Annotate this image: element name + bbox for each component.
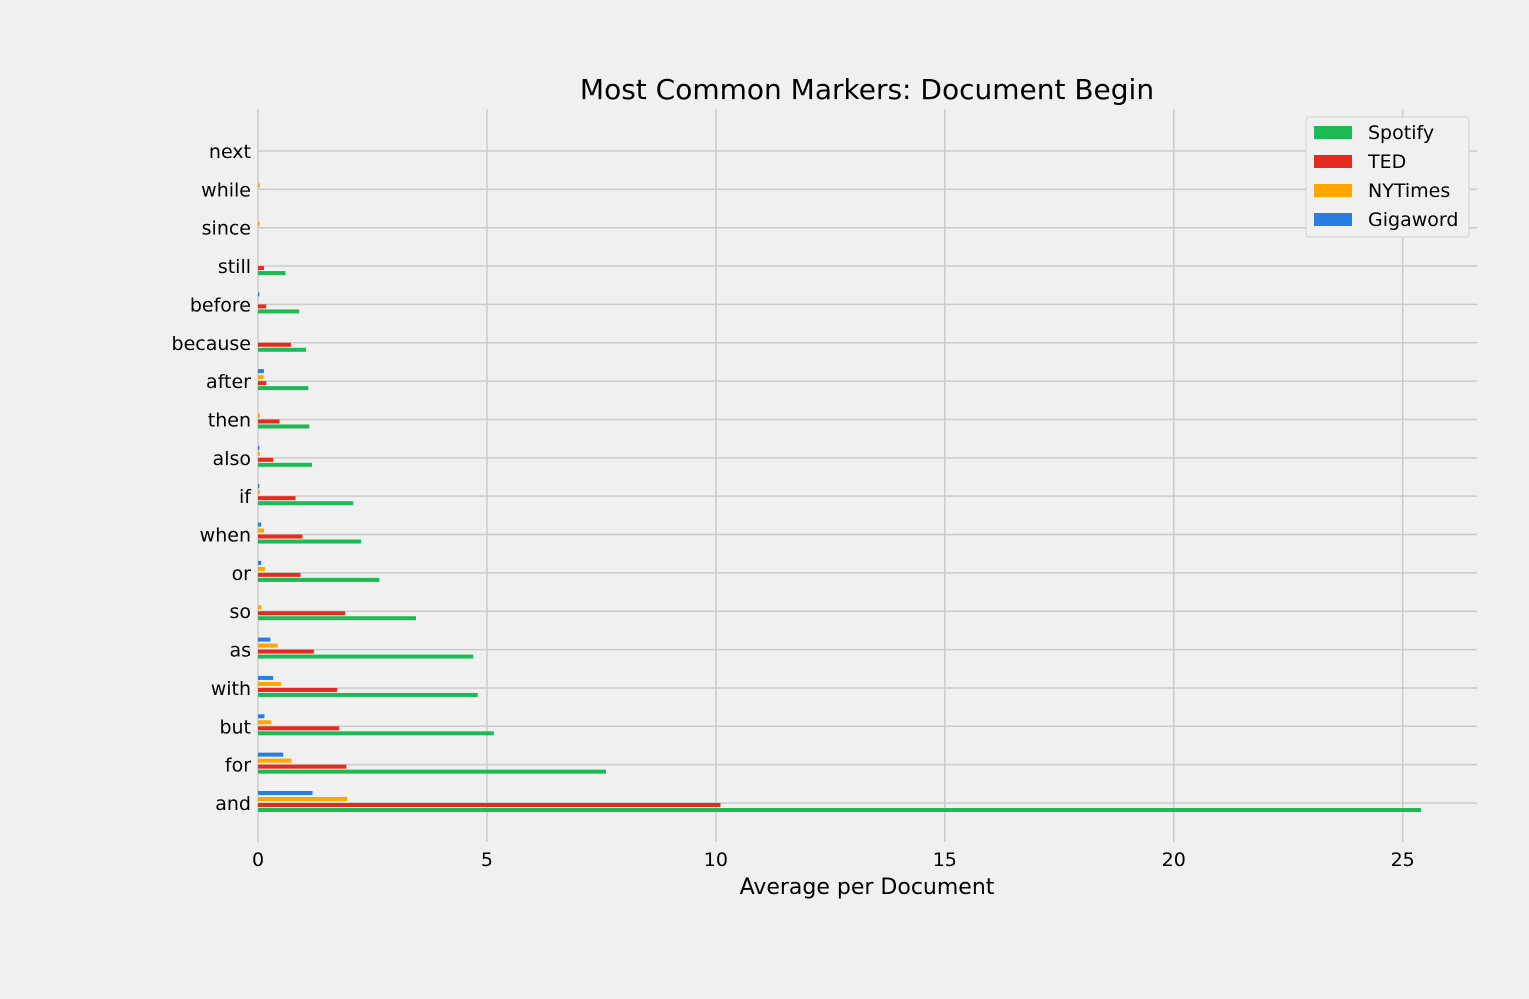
bar-ted-but <box>258 726 340 731</box>
bar-nytimes-after <box>258 375 264 380</box>
y-tick-label-since: since <box>202 218 251 240</box>
bar-ted-because <box>258 342 291 347</box>
y-tick-label-still: still <box>218 256 251 278</box>
bar-nytimes-so <box>258 605 262 610</box>
legend-label-spotify: Spotify <box>1368 122 1434 144</box>
bar-gigaword-if <box>258 484 260 489</box>
y-tick-label-as: as <box>229 640 251 662</box>
x-axis-label: Average per Document <box>740 875 995 900</box>
legend-swatch-spotify <box>1314 126 1352 139</box>
bar-spotify-after <box>258 386 309 391</box>
bar-gigaword-for <box>258 752 284 757</box>
bar-gigaword-also <box>258 445 260 450</box>
x-tick-label: 15 <box>933 849 957 871</box>
bar-gigaword-as <box>258 637 271 642</box>
bar-gigaword-when <box>258 522 262 527</box>
legend: Spotify TED NYTimes Gigaword <box>1305 116 1470 238</box>
y-tick-label-after: after <box>206 371 251 393</box>
legend-swatch-ted <box>1314 155 1352 168</box>
bar-spotify-as <box>258 654 474 659</box>
bar-ted-still <box>258 266 264 271</box>
bar-nytimes-as <box>258 643 278 648</box>
legend-swatch-nytimes <box>1314 184 1352 197</box>
bar-ted-also <box>258 457 274 462</box>
y-tick-label-for: for <box>225 755 251 777</box>
bar-nytimes-but <box>258 720 272 725</box>
bar-nytimes-or <box>258 566 265 571</box>
y-tick-label-so: so <box>229 601 251 623</box>
bar-gigaword-before <box>258 292 260 297</box>
bar-spotify-for <box>258 769 606 774</box>
bar-nytimes-for <box>258 758 292 763</box>
bar-ted-before <box>258 304 267 309</box>
y-tick-label-while: while <box>201 179 251 201</box>
y-tick-label-if: if <box>239 486 252 508</box>
y-tick-label-next: next <box>209 141 251 163</box>
y-tick-label-with: with <box>211 678 251 700</box>
legend-swatch-gigaword <box>1314 213 1352 226</box>
bar-ted-after <box>258 381 267 386</box>
bar-nytimes-if <box>258 490 260 495</box>
bar-nytimes-with <box>258 681 281 686</box>
y-tick-label-before: before <box>190 294 251 316</box>
y-tick-label-then: then <box>208 409 251 431</box>
y-tick-label-but: but <box>219 716 251 738</box>
bar-spotify-then <box>258 424 310 429</box>
bar-ted-or <box>258 572 301 577</box>
bar-nytimes-and <box>258 797 348 801</box>
bar-nytimes-since <box>258 221 260 226</box>
bar-gigaword-or <box>258 560 262 565</box>
bar-gigaword-after <box>258 369 264 374</box>
bar-spotify-because <box>258 347 307 352</box>
bar-ted-when <box>258 534 303 539</box>
bar-ted-so <box>258 611 345 616</box>
bar-spotify-before <box>258 309 300 314</box>
bar-ted-if <box>258 496 296 501</box>
y-tick-label-because: because <box>172 333 251 355</box>
bar-spotify-so <box>258 616 416 621</box>
bar-nytimes-when <box>258 528 264 533</box>
bar-spotify-but <box>258 731 494 736</box>
chart-title: Most Common Markers: Document Begin <box>580 73 1154 106</box>
bar-nytimes-also <box>258 451 260 456</box>
bar-ted-and <box>258 803 721 807</box>
y-tick-label-and: and <box>215 793 251 815</box>
x-tick-label: 20 <box>1162 849 1186 871</box>
legend-label-ted: TED <box>1367 151 1406 173</box>
x-tick-label: 0 <box>252 849 264 871</box>
legend-label-nytimes: NYTimes <box>1368 180 1450 202</box>
bar-spotify-or <box>258 577 380 582</box>
bar-ted-as <box>258 649 314 654</box>
bar-spotify-when <box>258 539 362 544</box>
bar-gigaword-and <box>258 791 313 795</box>
bar-ted-for <box>258 764 347 769</box>
bar-spotify-if <box>258 501 354 506</box>
x-tick-label: 25 <box>1391 849 1415 871</box>
bar-gigaword-with <box>258 675 274 680</box>
bar-spotify-with <box>258 692 478 697</box>
legend-box <box>1305 116 1470 238</box>
bar-ted-then <box>258 419 280 424</box>
y-tick-label-also: also <box>213 448 251 470</box>
bars-layer <box>258 183 1421 812</box>
x-tick-label: 5 <box>481 849 493 871</box>
y-tick-label-when: when <box>200 525 251 547</box>
y-tick-label-or: or <box>232 563 252 585</box>
bar-nytimes-while <box>258 183 260 188</box>
bar-gigaword-but <box>258 714 265 719</box>
bar-nytimes-then <box>258 413 260 418</box>
bar-spotify-also <box>258 462 313 467</box>
bar-spotify-still <box>258 271 286 276</box>
bar-spotify-and <box>258 808 1421 812</box>
x-tick-label: 10 <box>704 849 728 871</box>
labels-layer: 0 5 10 15 20 25 and for but with as so or when if also t… <box>172 141 1415 871</box>
legend-label-gigaword: Gigaword <box>1368 209 1458 231</box>
bar-ted-with <box>258 687 338 692</box>
